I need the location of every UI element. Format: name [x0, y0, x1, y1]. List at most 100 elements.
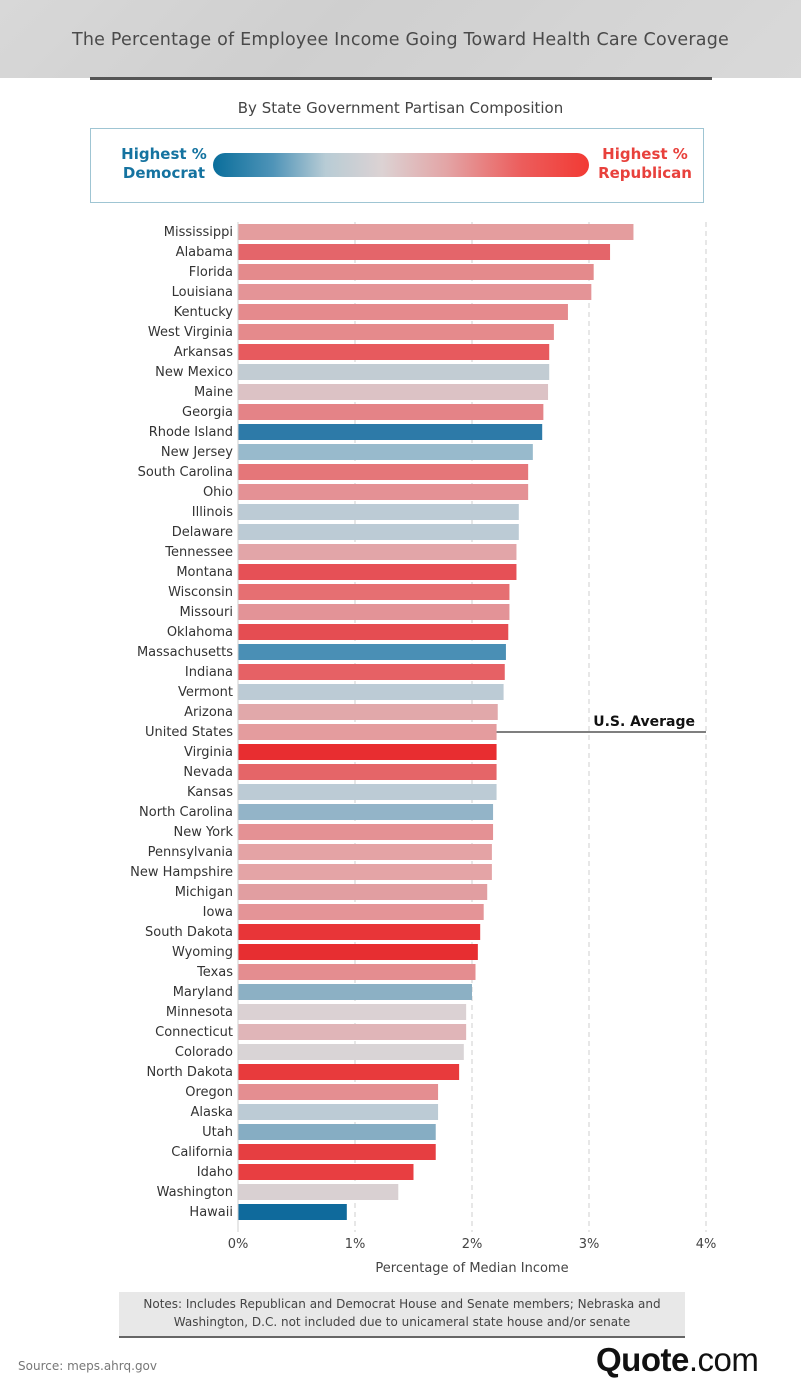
category-label: Iowa: [203, 905, 233, 920]
category-label: Oklahoma: [167, 625, 233, 640]
x-axis-title: Percentage of Median Income: [375, 1261, 568, 1276]
category-label: Florida: [189, 265, 233, 280]
x-tick-label: 2%: [462, 1237, 483, 1252]
bar: [238, 804, 494, 820]
bar: [238, 1144, 436, 1160]
category-label: California: [171, 1145, 233, 1160]
legend-democrat-label: Highest % Democrat: [121, 145, 207, 182]
category-label: Rhode Island: [149, 425, 233, 440]
category-label: Wisconsin: [168, 585, 233, 600]
category-label: Massachusetts: [137, 645, 233, 660]
brand-suffix: .com: [688, 1341, 759, 1378]
category-label: Washington: [157, 1185, 233, 1200]
category-label: Michigan: [175, 885, 233, 900]
category-label: North Carolina: [139, 805, 233, 820]
category-label: Texas: [196, 965, 233, 980]
category-label: Wyoming: [172, 945, 233, 960]
bar: [238, 384, 549, 400]
category-label: Oregon: [185, 1085, 233, 1100]
bar: [238, 304, 568, 320]
legend-republican-label: Highest % Republican: [598, 145, 692, 182]
category-label: Indiana: [185, 665, 233, 680]
bar: [238, 1084, 439, 1100]
bar: [238, 984, 472, 1000]
bar: [238, 884, 488, 900]
legend-gradient-bar: [213, 153, 589, 177]
bar: [238, 524, 519, 540]
us-average-label: U.S. Average: [593, 714, 695, 730]
bar: [238, 224, 634, 240]
title-divider: [90, 77, 712, 80]
category-label: Kansas: [187, 785, 233, 800]
header-band: [0, 0, 801, 78]
bar: [238, 284, 592, 300]
x-tick-label: 3%: [579, 1237, 600, 1252]
bar: [238, 664, 505, 680]
bar: [238, 1124, 436, 1140]
bar: [238, 924, 481, 940]
bar: [238, 424, 543, 440]
bar: [238, 264, 594, 280]
category-label: United States: [145, 725, 233, 740]
category-label: Ohio: [203, 485, 233, 500]
category-label: Kentucky: [174, 305, 234, 320]
notes-divider: [119, 1336, 685, 1338]
category-label: Illinois: [192, 505, 233, 520]
bar: [238, 544, 517, 560]
bar: [238, 584, 510, 600]
bar: [238, 504, 519, 520]
category-label: Connecticut: [155, 1025, 233, 1040]
bar: [238, 844, 492, 860]
bar: [238, 704, 498, 720]
chart-title: The Percentage of Employee Income Going …: [71, 30, 729, 50]
bar: [238, 744, 497, 760]
category-label: Nevada: [183, 765, 233, 780]
bar: [238, 484, 529, 500]
bar: [238, 564, 517, 580]
bar: [238, 244, 611, 260]
category-label: Louisiana: [172, 285, 233, 300]
category-label: Arizona: [184, 705, 233, 720]
bar: [238, 464, 529, 480]
category-label: New Jersey: [161, 445, 233, 460]
category-label: North Dakota: [146, 1065, 233, 1080]
bar: [238, 644, 506, 660]
bar: [238, 824, 494, 840]
bar: [238, 1204, 347, 1220]
category-label: Mississippi: [164, 225, 233, 240]
category-label: West Virginia: [148, 325, 233, 340]
category-label: Idaho: [197, 1165, 233, 1180]
category-label: Arkansas: [174, 345, 233, 360]
source-text: Source: meps.ahrq.gov: [18, 1359, 158, 1373]
bar: [238, 324, 554, 340]
brand-logo[interactable]: Quote.com: [596, 1341, 759, 1379]
category-label: Minnesota: [166, 1005, 233, 1020]
bar: [238, 1044, 464, 1060]
color-legend: Highest % Democrat Highest % Republican: [90, 128, 704, 203]
bar: [238, 1184, 399, 1200]
category-label: Virginia: [184, 745, 233, 760]
category-label: Maine: [194, 385, 233, 400]
category-label: Colorado: [175, 1045, 233, 1060]
category-label: Maryland: [173, 985, 233, 1000]
bar: [238, 1104, 439, 1120]
category-label: South Dakota: [145, 925, 233, 940]
bar: [238, 364, 550, 380]
category-label: South Carolina: [138, 465, 233, 480]
bar: [238, 344, 550, 360]
bar: [238, 904, 484, 920]
category-label: New Hampshire: [130, 865, 233, 880]
bar: [238, 1004, 467, 1020]
x-tick-label: 0%: [228, 1237, 249, 1252]
category-label: Georgia: [182, 405, 233, 420]
category-label: Tennessee: [164, 545, 233, 560]
bar: [238, 1024, 467, 1040]
bar: [238, 404, 544, 420]
category-label: Montana: [176, 565, 233, 580]
bar: [238, 864, 492, 880]
category-label: Delaware: [172, 525, 233, 540]
category-label: Alabama: [176, 245, 233, 260]
category-label: Pennsylvania: [148, 845, 233, 860]
brand-name: Quote: [596, 1341, 689, 1378]
x-tick-label: 4%: [696, 1237, 717, 1252]
